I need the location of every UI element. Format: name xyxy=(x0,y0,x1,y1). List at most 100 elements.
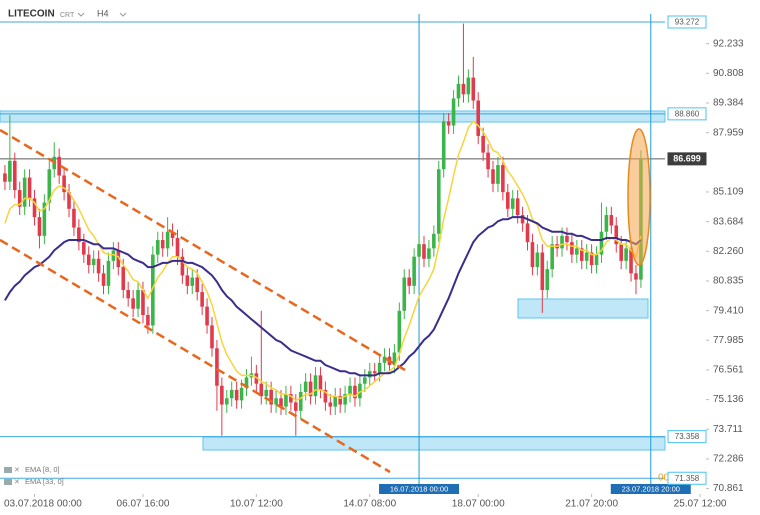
candle-body xyxy=(604,215,609,232)
candle-body xyxy=(264,389,269,397)
candle-body xyxy=(121,267,126,291)
candle-body xyxy=(358,383,362,399)
y-tick-label: 89.384 xyxy=(713,98,744,109)
candle-body xyxy=(609,215,614,226)
y-tick-label: 92.233 xyxy=(713,38,744,49)
candle-body xyxy=(382,356,387,363)
candle-body xyxy=(116,250,121,268)
y-tick-label: 73.711 xyxy=(713,424,743,435)
instrument-type[interactable]: CRT xyxy=(60,12,75,19)
candle-body xyxy=(96,258,101,274)
candle-body xyxy=(466,77,471,95)
candle-body xyxy=(451,98,456,126)
candle-body xyxy=(165,231,170,249)
candle-body xyxy=(338,396,342,405)
legend-close[interactable]: ✕ xyxy=(14,479,20,486)
level-label: 93.272 xyxy=(675,18,700,27)
candle-body xyxy=(205,306,209,326)
instrument-name: LITECOIN xyxy=(8,9,55,20)
y-tick-label: 75.136 xyxy=(713,394,744,405)
time-marker-label: 16.07.2018 00:00 xyxy=(390,484,448,493)
candle-body xyxy=(126,290,130,299)
candle-body xyxy=(599,231,604,255)
candle-body xyxy=(461,83,466,95)
y-tick-label: 90.808 xyxy=(713,68,744,79)
candle-body xyxy=(594,254,599,266)
legend-close[interactable]: ✕ xyxy=(14,467,20,474)
candle-body xyxy=(565,235,569,243)
labels: LITECOIN CRT H4 00h 16m ✕ ✕ 16.07.2018 0… xyxy=(4,8,744,510)
candle-body xyxy=(131,298,135,309)
resistance-zone xyxy=(0,110,666,123)
candle-body xyxy=(308,381,313,397)
candle-body xyxy=(210,325,214,349)
timeframe[interactable]: H4 xyxy=(97,8,109,18)
legend-icon[interactable] xyxy=(4,479,12,485)
candle-body xyxy=(486,152,490,170)
candle-body xyxy=(215,348,219,386)
candle-body xyxy=(72,208,76,228)
candle-body xyxy=(614,225,619,245)
candle-body xyxy=(101,273,106,286)
candle-body xyxy=(510,198,515,209)
candle-body xyxy=(323,389,328,403)
time-marker-label: 23.07.2018 20:00 xyxy=(622,484,680,493)
dropdown-caret[interactable] xyxy=(119,12,127,17)
channel-line xyxy=(0,238,391,474)
candle-body xyxy=(579,248,584,261)
y-tick-label: 85.109 xyxy=(713,187,744,198)
candle-body xyxy=(244,377,249,388)
candle-body xyxy=(441,121,446,170)
candle-body xyxy=(560,235,564,249)
candle-body xyxy=(619,244,623,261)
level-label-box xyxy=(667,107,707,121)
legend-icon[interactable] xyxy=(4,467,12,473)
candle-body xyxy=(185,275,190,286)
candle-body xyxy=(155,240,160,255)
candle-body xyxy=(86,254,91,266)
candle-body xyxy=(77,227,81,243)
channel-line xyxy=(0,128,406,372)
y-tick-label: 82.260 xyxy=(713,246,744,257)
candle-body xyxy=(481,135,485,153)
time-marker-box xyxy=(379,484,460,494)
candle-body xyxy=(570,242,574,255)
level-label-box xyxy=(667,471,707,485)
dropdown-caret[interactable] xyxy=(77,12,85,17)
candle-body xyxy=(47,169,52,203)
candle-body xyxy=(8,160,12,182)
candle-body xyxy=(402,277,407,311)
support-zone xyxy=(202,436,666,451)
level-label-box xyxy=(667,15,707,29)
y-tick-label: 83.684 xyxy=(713,216,744,227)
legend-label[interactable]: EMA [8, 0] xyxy=(25,465,60,474)
ema-line xyxy=(4,216,642,377)
candle-body xyxy=(37,217,42,236)
candle-body xyxy=(229,389,234,399)
candle-body xyxy=(333,396,338,407)
y-tick-label: 80.835 xyxy=(713,276,744,287)
x-tick-label: 14.07 08:00 xyxy=(343,499,396,510)
candle-body xyxy=(412,256,416,286)
y-tick-label: 72.286 xyxy=(713,454,744,465)
candle-body xyxy=(62,175,66,193)
level-label: 71.358 xyxy=(675,474,700,483)
x-tick-label: 18.07 00:00 xyxy=(452,499,505,510)
candle-body xyxy=(32,198,37,218)
candle-body xyxy=(328,402,333,407)
candle-body xyxy=(190,277,195,286)
candle-body xyxy=(348,385,352,395)
candle-body xyxy=(407,277,411,286)
candle-body xyxy=(224,398,229,405)
candle-body xyxy=(515,198,520,216)
legend-label[interactable]: EMA [33, 0] xyxy=(25,477,64,486)
candle-body xyxy=(520,215,525,224)
candle-body xyxy=(234,389,239,401)
highlight-ellipse xyxy=(627,128,651,266)
candle-body xyxy=(279,398,283,407)
level-label-box xyxy=(667,430,707,444)
y-tick-label: 79.410 xyxy=(713,305,744,316)
candle-body xyxy=(313,375,318,397)
candle-body xyxy=(146,314,150,326)
candle-body xyxy=(471,77,476,101)
